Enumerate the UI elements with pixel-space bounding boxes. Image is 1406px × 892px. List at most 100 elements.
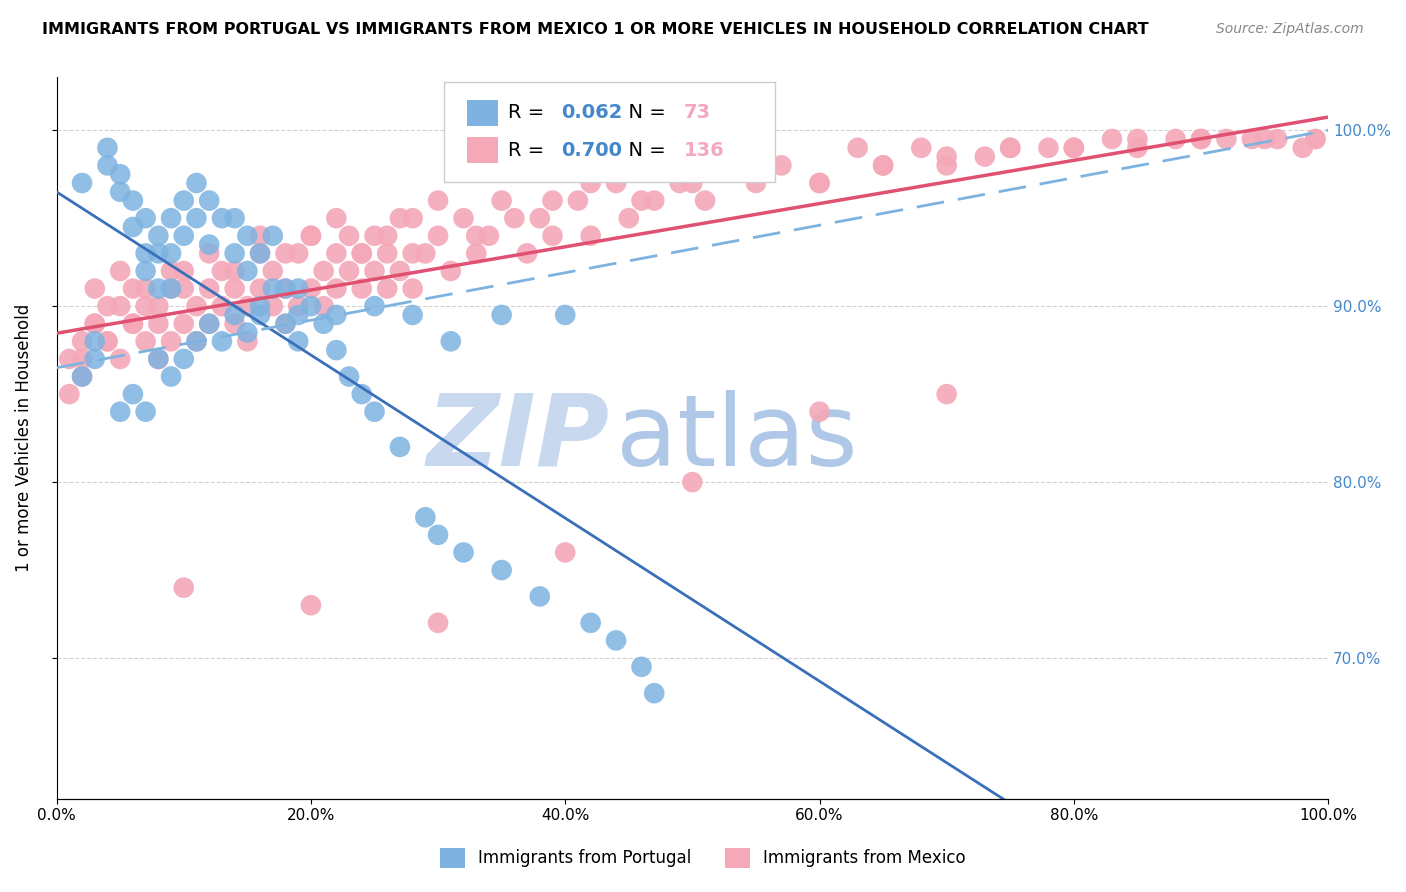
Point	[401, 308, 423, 322]
Point	[375, 246, 398, 260]
Point	[579, 176, 602, 190]
Point	[401, 246, 423, 260]
Point	[1265, 132, 1288, 146]
Point	[388, 264, 411, 278]
Point	[198, 237, 221, 252]
Point	[567, 194, 589, 208]
Point	[287, 246, 309, 260]
Point	[350, 246, 373, 260]
Point	[249, 246, 271, 260]
Point	[681, 475, 703, 489]
Point	[108, 351, 131, 366]
Y-axis label: 1 or more Vehicles in Household: 1 or more Vehicles in Household	[15, 304, 32, 573]
Point	[274, 281, 297, 295]
Point	[935, 387, 957, 401]
Point	[249, 246, 271, 260]
Point	[350, 387, 373, 401]
Text: IMMIGRANTS FROM PORTUGAL VS IMMIGRANTS FROM MEXICO 1 OR MORE VEHICLES IN HOUSEHO: IMMIGRANTS FROM PORTUGAL VS IMMIGRANTS F…	[42, 22, 1149, 37]
Point	[287, 299, 309, 313]
Point	[1063, 141, 1085, 155]
Point	[808, 176, 831, 190]
Point	[274, 317, 297, 331]
Point	[211, 299, 233, 313]
Point	[935, 150, 957, 164]
Point	[440, 264, 463, 278]
Text: 73: 73	[683, 103, 710, 122]
Point	[135, 334, 157, 349]
Point	[1000, 141, 1022, 155]
Point	[70, 369, 93, 384]
Point	[108, 299, 131, 313]
Point	[299, 299, 322, 313]
Text: atlas: atlas	[616, 390, 858, 487]
Point	[83, 281, 105, 295]
Point	[236, 334, 259, 349]
Point	[465, 246, 488, 260]
Point	[299, 228, 322, 243]
Text: Source: ZipAtlas.com: Source: ZipAtlas.com	[1216, 22, 1364, 37]
Point	[135, 299, 157, 313]
Point	[427, 528, 450, 542]
Point	[1101, 132, 1123, 146]
Point	[973, 150, 995, 164]
Text: 136: 136	[683, 141, 724, 160]
Point	[96, 334, 118, 349]
Point	[630, 194, 652, 208]
Point	[1305, 132, 1327, 146]
Point	[186, 334, 208, 349]
Point	[135, 211, 157, 226]
Point	[529, 590, 551, 604]
Point	[108, 185, 131, 199]
Point	[262, 264, 284, 278]
Point	[363, 264, 385, 278]
Point	[58, 351, 80, 366]
Point	[262, 228, 284, 243]
Point	[198, 317, 221, 331]
Point	[325, 281, 347, 295]
Point	[160, 246, 183, 260]
Point	[1253, 132, 1275, 146]
Point	[287, 308, 309, 322]
Point	[135, 405, 157, 419]
Point	[58, 387, 80, 401]
Point	[681, 176, 703, 190]
FancyBboxPatch shape	[444, 82, 775, 182]
Point	[312, 264, 335, 278]
Point	[186, 299, 208, 313]
Point	[236, 228, 259, 243]
Point	[808, 176, 831, 190]
Point	[83, 317, 105, 331]
Point	[1063, 141, 1085, 155]
Point	[236, 264, 259, 278]
Point	[693, 194, 716, 208]
Point	[173, 281, 195, 295]
Point	[274, 246, 297, 260]
Point	[337, 228, 360, 243]
Point	[299, 228, 322, 243]
Point	[516, 246, 538, 260]
Point	[1292, 141, 1315, 155]
Point	[1215, 132, 1237, 146]
Point	[605, 633, 627, 648]
Point	[236, 326, 259, 340]
Point	[541, 228, 564, 243]
Point	[299, 599, 322, 613]
Point	[325, 246, 347, 260]
Point	[173, 581, 195, 595]
Point	[808, 405, 831, 419]
Point	[350, 281, 373, 295]
Point	[249, 308, 271, 322]
Point	[211, 264, 233, 278]
Point	[491, 194, 513, 208]
Point	[135, 246, 157, 260]
FancyBboxPatch shape	[467, 137, 498, 163]
Text: N =: N =	[616, 103, 672, 122]
Point	[1305, 132, 1327, 146]
Point	[160, 334, 183, 349]
Point	[198, 246, 221, 260]
Point	[148, 351, 170, 366]
Point	[148, 228, 170, 243]
Point	[160, 211, 183, 226]
Point	[745, 158, 768, 172]
Point	[108, 264, 131, 278]
